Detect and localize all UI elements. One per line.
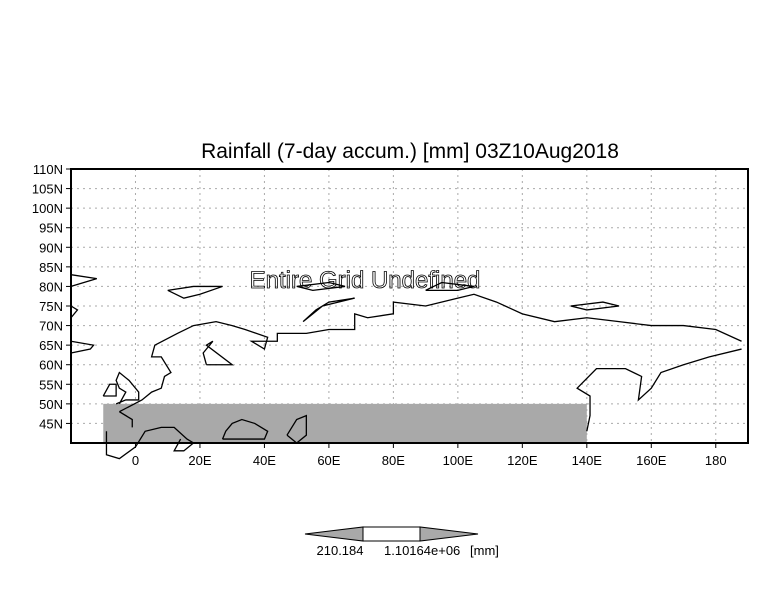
axis-ticks: 0 20E 40E 60E 80E 100E 120E 140E 160E 180 110N 105N… [32,162,727,468]
shaded-region [103,403,587,443]
x-tick-label: 40E [253,453,276,468]
colorbar-left-triangle [304,526,364,542]
colorbar-label-max: 1.10164e+06 [384,543,460,558]
y-tick-label: 105N [32,182,63,197]
coastline [202,340,235,366]
x-tick-label: 20E [188,453,211,468]
y-tick-label: 60N [39,358,63,373]
y-tick-label: 90N [39,240,63,255]
coastline [425,281,475,291]
undefined-annotation: Entire Grid Undefined [250,267,481,294]
coastlines [70,274,742,460]
colorbar-box [362,526,421,542]
coastline [302,297,355,323]
x-tick-label: 60E [317,453,340,468]
x-tick-label: 0 [132,453,139,468]
x-tick-label: 180 [705,453,727,468]
x-tick-label: 100E [443,453,474,468]
coastline [167,285,223,299]
colorbar-label-min: 210.184 [317,543,364,558]
chart-title: Rainfall (7-day accum.) [mm] 03Z10Aug201… [201,140,619,163]
coastline [286,414,307,444]
y-tick-label: 55N [39,377,63,392]
coastline [119,293,742,413]
coastline [70,305,79,319]
coastline [296,281,346,292]
coastline [70,340,95,354]
colorbar-unit: [mm] [470,543,499,558]
colorbar-right-triangle [419,526,479,542]
coastline [70,274,97,288]
y-tick-label: 95N [39,221,63,236]
x-tick-label: 120E [507,453,538,468]
coastline [115,371,140,405]
y-tick-label: 70N [39,319,63,334]
coastline [119,411,133,428]
rainfall-shading [103,403,587,443]
colorbar: 210.184 1.10164e+06 [mm] [304,526,499,558]
y-tick-label: 100N [32,201,63,216]
x-tick-label: 140E [572,453,603,468]
x-tick-label: 160E [636,453,667,468]
coastline [102,383,117,397]
y-tick-label: 50N [39,397,63,412]
y-tick-label: 80N [39,279,63,294]
y-tick-label: 110N [33,162,63,177]
y-tick-label: 65N [39,338,63,353]
coastline [105,426,195,460]
coastline [576,348,742,432]
x-tick-label: 80E [382,453,405,468]
gridlines [71,168,748,443]
y-tick-label: 85N [39,260,63,275]
y-tick-label: 75N [39,299,63,314]
y-tick-label: 45N [39,416,63,431]
coastline [221,418,269,440]
plot-frame [70,168,749,444]
coastline [570,301,620,311]
